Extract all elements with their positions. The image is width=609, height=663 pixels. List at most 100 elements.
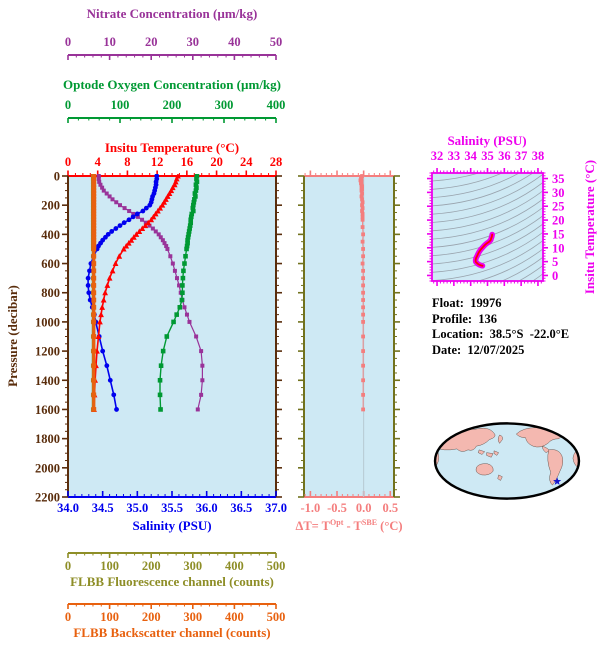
svg-text:20: 20 bbox=[210, 155, 223, 169]
profile-label: Profile: bbox=[432, 311, 473, 326]
svg-text:34.0: 34.0 bbox=[57, 501, 79, 515]
svg-text:400: 400 bbox=[267, 98, 286, 112]
svg-text:0: 0 bbox=[54, 170, 60, 184]
svg-text:30: 30 bbox=[187, 35, 200, 49]
svg-text:200: 200 bbox=[142, 559, 161, 573]
ts-temperature-axis-label: Insitu Temperature (°C) bbox=[582, 160, 597, 294]
map-australia bbox=[475, 463, 494, 476]
fluorescence-axis-title: FLBB Fluorescence channel (counts) bbox=[70, 574, 274, 589]
svg-text:35: 35 bbox=[481, 149, 494, 163]
world-map bbox=[433, 422, 581, 500]
svg-text:600: 600 bbox=[41, 257, 60, 271]
svg-text:100: 100 bbox=[111, 98, 130, 112]
svg-text:32: 32 bbox=[431, 149, 444, 163]
svg-text:36: 36 bbox=[498, 149, 511, 163]
svg-text:4: 4 bbox=[95, 155, 102, 169]
svg-text:0.5: 0.5 bbox=[382, 501, 398, 515]
delta-t-sup-opt: Opt bbox=[330, 518, 344, 527]
ts-salinity-axis-title: Salinity (PSU) bbox=[447, 133, 527, 148]
date-line: Date: 12/07/2025 bbox=[432, 343, 569, 359]
svg-text:37: 37 bbox=[515, 149, 528, 163]
svg-text:33: 33 bbox=[448, 149, 461, 163]
svg-text:2200: 2200 bbox=[35, 491, 60, 505]
svg-text:12: 12 bbox=[151, 155, 164, 169]
svg-text:0: 0 bbox=[65, 559, 71, 573]
map-continents bbox=[435, 427, 579, 486]
svg-text:16: 16 bbox=[181, 155, 194, 169]
svg-text:100: 100 bbox=[100, 559, 119, 573]
svg-text:0: 0 bbox=[552, 269, 558, 283]
svg-text:200: 200 bbox=[142, 610, 161, 624]
float-value: 19976 bbox=[470, 296, 502, 310]
svg-text:200: 200 bbox=[163, 98, 182, 112]
delta-t-sup-sbe: SBE bbox=[361, 518, 378, 527]
svg-text:100: 100 bbox=[100, 610, 119, 624]
svg-text:0.0: 0.0 bbox=[356, 501, 372, 515]
svg-text:400: 400 bbox=[225, 559, 244, 573]
svg-text:15: 15 bbox=[552, 227, 565, 241]
date-label: Date: bbox=[432, 342, 462, 357]
svg-text:28: 28 bbox=[270, 155, 283, 169]
svg-text:2000: 2000 bbox=[35, 461, 60, 475]
svg-text:37.0: 37.0 bbox=[265, 501, 287, 515]
svg-text:500: 500 bbox=[267, 610, 286, 624]
float-id-line: Float: 19976 bbox=[432, 296, 569, 312]
oxygen-axis-title: Optode Oxygen Concentration (µm/kg) bbox=[62, 77, 281, 92]
float-info-block: Float: 19976 Profile: 136 Location: 38.5… bbox=[432, 296, 569, 358]
location-line: Location: 38.5°S -22.0°E bbox=[432, 327, 569, 343]
svg-text:25: 25 bbox=[552, 200, 565, 214]
svg-text:300: 300 bbox=[215, 98, 234, 112]
svg-text:300: 300 bbox=[183, 610, 202, 624]
svg-text:24: 24 bbox=[240, 155, 253, 169]
svg-text:10: 10 bbox=[552, 241, 565, 255]
svg-text:500: 500 bbox=[267, 559, 286, 573]
svg-text:400: 400 bbox=[41, 228, 60, 242]
nitrate-axis-title: Nitrate Concentration (µm/kg) bbox=[86, 6, 258, 21]
svg-text:800: 800 bbox=[41, 286, 60, 300]
svg-text:1600: 1600 bbox=[35, 403, 60, 417]
date-value: 12/07/2025 bbox=[467, 342, 525, 357]
svg-text:200: 200 bbox=[41, 199, 60, 213]
svg-text:1000: 1000 bbox=[35, 315, 60, 329]
delta-t-axis-title: ΔT= TOpt - TSBE (°C) bbox=[279, 518, 419, 534]
svg-text:-1.0: -1.0 bbox=[300, 501, 320, 515]
svg-text:0: 0 bbox=[65, 155, 71, 169]
svg-text:36.5: 36.5 bbox=[230, 501, 252, 515]
svg-text:20: 20 bbox=[552, 214, 565, 228]
svg-text:5: 5 bbox=[552, 255, 558, 269]
svg-text:40: 40 bbox=[228, 35, 241, 49]
svg-text:38: 38 bbox=[532, 149, 545, 163]
delta-t-title-part: (°C) bbox=[377, 519, 403, 534]
map-south-america bbox=[547, 449, 564, 486]
svg-text:10: 10 bbox=[103, 35, 116, 49]
location-value: 38.5°S -22.0°E bbox=[489, 327, 570, 341]
svg-text:35.5: 35.5 bbox=[161, 501, 183, 515]
svg-text:300: 300 bbox=[183, 559, 202, 573]
svg-text:400: 400 bbox=[225, 610, 244, 624]
svg-text:1800: 1800 bbox=[35, 432, 60, 446]
svg-text:-0.5: -0.5 bbox=[327, 501, 347, 515]
float-label: Float: bbox=[432, 296, 464, 310]
profile-line: Profile: 136 bbox=[432, 312, 569, 328]
map-indonesia bbox=[493, 450, 499, 456]
svg-text:20: 20 bbox=[145, 35, 158, 49]
location-label: Location: bbox=[432, 327, 484, 341]
svg-text:35.0: 35.0 bbox=[126, 501, 148, 515]
svg-text:1400: 1400 bbox=[35, 374, 60, 388]
map-central-america bbox=[542, 445, 550, 453]
svg-text:0: 0 bbox=[65, 610, 71, 624]
svg-text:34: 34 bbox=[464, 149, 477, 163]
map-japan bbox=[497, 434, 503, 444]
pressure-axis-label: Pressure (decibar) bbox=[5, 285, 20, 387]
salinity-axis-title: Salinity (PSU) bbox=[132, 518, 212, 533]
svg-text:35: 35 bbox=[552, 172, 565, 186]
svg-text:30: 30 bbox=[552, 186, 565, 200]
delta-t-title-part: - T bbox=[343, 519, 362, 534]
map-indonesia bbox=[477, 449, 486, 455]
svg-text:0: 0 bbox=[65, 35, 71, 49]
map-outline bbox=[433, 422, 581, 500]
backscatter-axis-title: FLBB Backscatter channel (counts) bbox=[73, 625, 271, 640]
svg-text:0: 0 bbox=[65, 98, 71, 112]
temperature-axis-title: Insitu Temperature (°C) bbox=[104, 140, 240, 155]
